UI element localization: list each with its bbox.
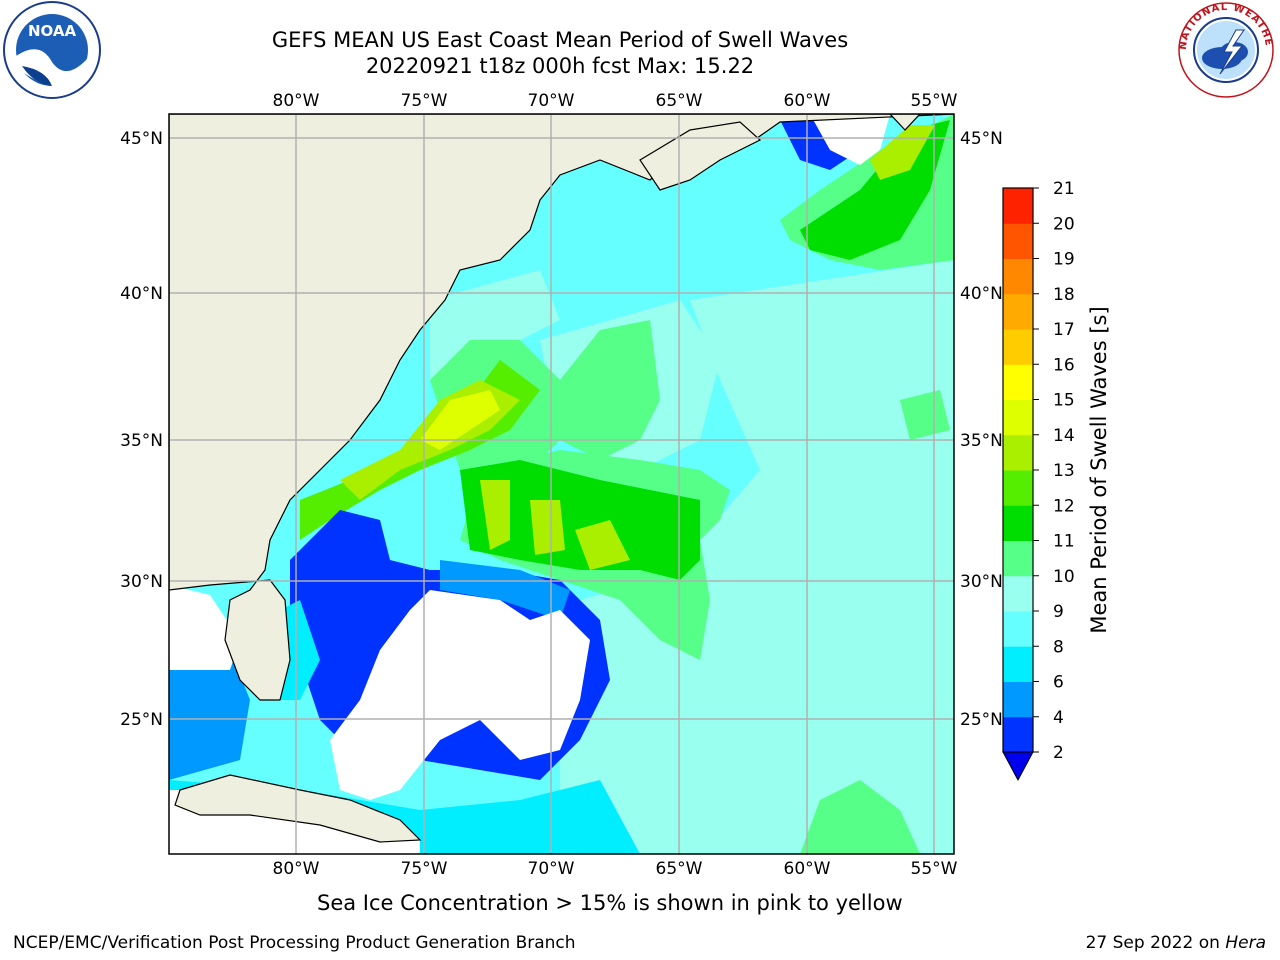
lon-tick-bottom: 75°W: [401, 859, 448, 879]
map-area: [169, 114, 954, 854]
nws-logo: NATIONAL WEATHER SERVICE: [1174, 0, 1274, 98]
lon-tick-top: 75°W: [401, 91, 448, 111]
noaa-logo-text: NOAA: [28, 22, 77, 40]
noaa-logo: NOAA: [3, 1, 101, 99]
swell-region-offshore-yellowgreen-2: [530, 500, 565, 555]
swell-region-south-green: [800, 780, 920, 854]
swell-region-offshore-yellowgreen: [480, 480, 510, 550]
lon-tick-top: 80°W: [273, 91, 320, 111]
lat-tick-left: 25°N: [120, 710, 163, 730]
lon-tick-top: 70°W: [528, 91, 575, 111]
swell-region-capehatteras-max: [420, 390, 500, 450]
cuba-land: [174, 774, 422, 843]
lat-tick-right: 35°N: [960, 431, 1003, 451]
lat-tick-right: 40°N: [960, 284, 1003, 304]
swell-region-gulfstream-core: [460, 460, 700, 580]
swell-region-east-green: [900, 390, 950, 440]
lat-tick-right: 30°N: [960, 572, 1003, 592]
lat-tick-right: 45°N: [960, 129, 1003, 149]
lon-tick-bottom: 70°W: [528, 859, 575, 879]
graticule: [169, 114, 954, 854]
lon-tick-bottom: 60°W: [784, 859, 831, 879]
footer-date: 27 Sep 2022 on: [1085, 933, 1226, 953]
lon-tick-top: 55°W: [911, 91, 958, 111]
newfoundland-land: [889, 114, 921, 131]
gulf-st-lawrence-masked-area: [810, 114, 890, 165]
lat-tick-right: 25°N: [960, 710, 1003, 730]
swell-region-offshore-yellowgreen-3: [575, 520, 630, 570]
chart-title: GEFS MEAN US East Coast Mean Period of S…: [271, 28, 849, 52]
swell-region-gulf-blue: [169, 650, 250, 780]
lon-tick-bottom: 65°W: [656, 859, 703, 879]
nova-scotia-land: [639, 121, 762, 191]
footer-right: 27 Sep 2022 on Hera: [1086, 933, 1266, 953]
bahamas-masked-area: [330, 590, 590, 800]
lon-tick-bottom: 80°W: [273, 859, 320, 879]
gulf-coast-masked-area: [169, 585, 240, 670]
swell-region-southeast-light: [560, 560, 760, 854]
footer-left: NCEP/EMC/Verification Post Processing Pr…: [13, 933, 576, 953]
lat-tick-left: 40°N: [120, 284, 163, 304]
lat-tick-left: 45°N: [120, 129, 163, 149]
lat-tick-left: 30°N: [120, 572, 163, 592]
map-frame: [168, 113, 955, 855]
footer-host: Hera: [1225, 933, 1266, 953]
sea-ice-caption: Sea Ice Concentration > 15% is shown in …: [317, 891, 903, 915]
chart-subtitle: 20220921 t18z 000h fcst Max: 15.22: [365, 54, 755, 78]
lon-tick-top: 65°W: [656, 91, 703, 111]
lon-tick-bottom: 55°W: [911, 859, 958, 879]
lat-tick-left: 35°N: [120, 431, 163, 451]
swell-region-bahamas-rim: [440, 560, 570, 620]
lon-tick-top: 60°W: [784, 91, 831, 111]
